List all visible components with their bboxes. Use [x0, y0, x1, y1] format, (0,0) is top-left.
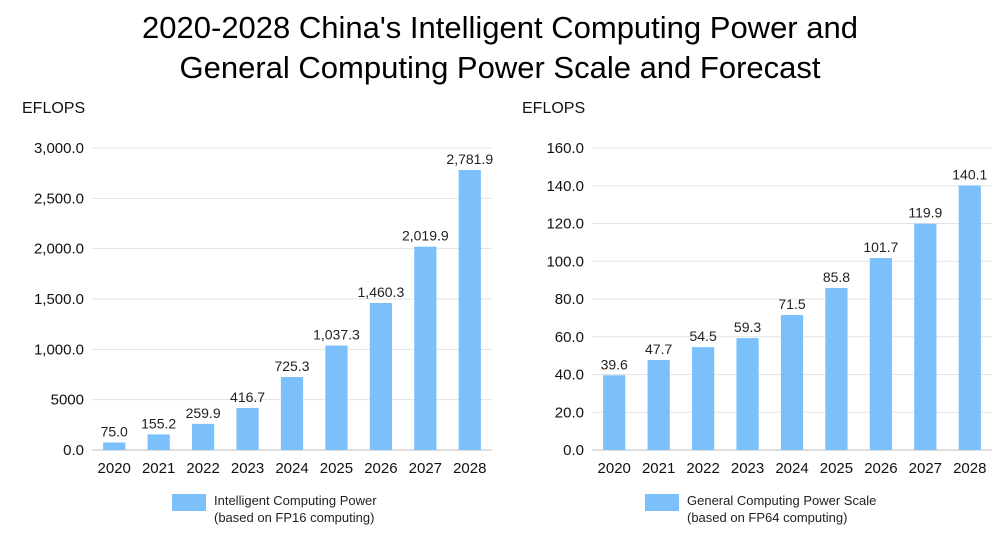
right-y-tick-label: 80.0 — [555, 291, 584, 308]
right-legend: General Computing Power Scale (based on … — [645, 492, 876, 526]
left-y-tick-label: 1,000.0 — [34, 341, 84, 358]
right-bar-2023 — [736, 338, 759, 450]
left-y-tick-label: 5000 — [51, 392, 84, 409]
left-legend: Intelligent Computing Power (based on FP… — [172, 492, 377, 526]
right-y-tick-label: 40.0 — [555, 367, 584, 384]
left-bar-2025 — [325, 345, 348, 450]
left-data-label: 725.3 — [274, 358, 309, 374]
left-data-label: 1,037.3 — [313, 327, 360, 343]
left-legend-line2: (based on FP16 computing) — [214, 510, 375, 525]
right-bar-2026 — [869, 258, 892, 450]
left-bar-chart: 0.0 5000 1,000.0 1,500.0 2,000.0 2,500.0 3,000… — [34, 140, 493, 477]
left-x-tick-label: 2023 — [231, 460, 264, 477]
right-legend-line1: General Computing Power Scale — [687, 493, 877, 508]
right-data-label: 101.7 — [863, 239, 898, 255]
right-y-tick-label: 20.0 — [555, 404, 584, 421]
chart-title: 2020-2028 China's Intelligent Computing … — [0, 8, 1000, 88]
right-y-tick-label: 160.0 — [546, 140, 584, 157]
left-data-label: 155.2 — [141, 415, 176, 431]
left-bar-2023 — [236, 408, 259, 450]
right-y-unit-label: EFLOPS — [522, 100, 586, 117]
right-bar-2022 — [692, 347, 715, 450]
left-data-label: 259.9 — [186, 405, 221, 421]
right-x-tick-label: 2027 — [909, 460, 942, 477]
right-data-label: 119.9 — [908, 205, 942, 221]
right-bar-2028 — [958, 185, 981, 450]
right-data-label: 71.5 — [778, 296, 805, 312]
right-data-label: 85.8 — [823, 269, 850, 285]
left-legend-swatch — [172, 494, 206, 511]
right-legend-line2: (based on FP64 computing) — [687, 510, 848, 525]
right-bar-2021 — [647, 359, 670, 450]
right-data-label: 140.1 — [952, 167, 987, 183]
left-y-tick-label: 2,500.0 — [34, 190, 84, 207]
chart-title-line1: 2020-2028 China's Intelligent Computing … — [142, 10, 858, 45]
right-bar-chart: 0.0 20.0 40.0 60.0 80.0 100.0 120.0 140.0 160.0 3… — [546, 140, 992, 477]
right-bar-2027 — [914, 223, 937, 450]
left-data-label: 2,781.9 — [446, 151, 493, 167]
left-bar-2026 — [369, 302, 392, 450]
left-y-unit-label: EFLOPS — [22, 100, 86, 117]
right-data-label: 39.6 — [601, 356, 628, 372]
left-y-tick-label: 0.0 — [63, 442, 84, 459]
right-x-tick-label: 2023 — [731, 460, 764, 477]
left-x-tick-label: 2027 — [409, 460, 442, 477]
left-y-tick-label: 3,000.0 — [34, 140, 84, 157]
left-bar-2020 — [103, 442, 126, 450]
left-x-tick-label: 2028 — [453, 460, 486, 477]
left-bar-2021 — [147, 434, 170, 450]
left-data-label: 75.0 — [101, 423, 128, 439]
right-y-tick-label: 120.0 — [546, 216, 584, 233]
right-data-label: 59.3 — [734, 319, 761, 335]
left-data-label: 2,019.9 — [402, 228, 449, 244]
left-x-tick-label: 2026 — [364, 460, 397, 477]
right-data-label: 54.5 — [689, 328, 716, 344]
left-y-tick-label: 1,500.0 — [34, 291, 84, 308]
left-bar-2027 — [414, 246, 437, 450]
right-x-tick-label: 2026 — [864, 460, 897, 477]
right-bar-2024 — [780, 315, 804, 450]
left-x-tick-label: 2024 — [275, 460, 308, 477]
right-bar-2020 — [603, 375, 626, 450]
left-x-tick-label: 2021 — [142, 460, 175, 477]
right-y-tick-label: 100.0 — [546, 253, 584, 270]
right-x-tick-label: 2024 — [775, 460, 808, 477]
left-bar-2022 — [192, 423, 215, 450]
left-bar-2028 — [458, 169, 481, 451]
left-legend-line1: Intelligent Computing Power — [214, 493, 377, 508]
left-bar-2024 — [280, 376, 304, 450]
right-x-tick-label: 2021 — [642, 460, 675, 477]
left-y-tick-label: 2,000.0 — [34, 241, 84, 258]
right-x-tick-label: 2028 — [953, 460, 986, 477]
chart-title-line2: General Computing Power Scale and Foreca… — [179, 50, 821, 85]
left-x-tick-label: 2020 — [98, 460, 131, 477]
right-x-tick-label: 2020 — [598, 460, 631, 477]
left-x-tick-label: 2022 — [186, 460, 219, 477]
left-x-tick-label: 2025 — [320, 460, 353, 477]
right-legend-swatch — [645, 494, 679, 511]
right-x-tick-label: 2025 — [820, 460, 853, 477]
right-bar-2025 — [825, 288, 848, 450]
right-x-tick-label: 2022 — [686, 460, 719, 477]
right-y-tick-label: 140.0 — [546, 178, 584, 195]
left-data-label: 416.7 — [230, 389, 265, 405]
right-y-tick-label: 0.0 — [563, 442, 584, 459]
right-data-label: 47.7 — [645, 341, 672, 357]
right-y-tick-label: 60.0 — [555, 329, 584, 346]
left-data-label: 1,460.3 — [358, 284, 405, 300]
